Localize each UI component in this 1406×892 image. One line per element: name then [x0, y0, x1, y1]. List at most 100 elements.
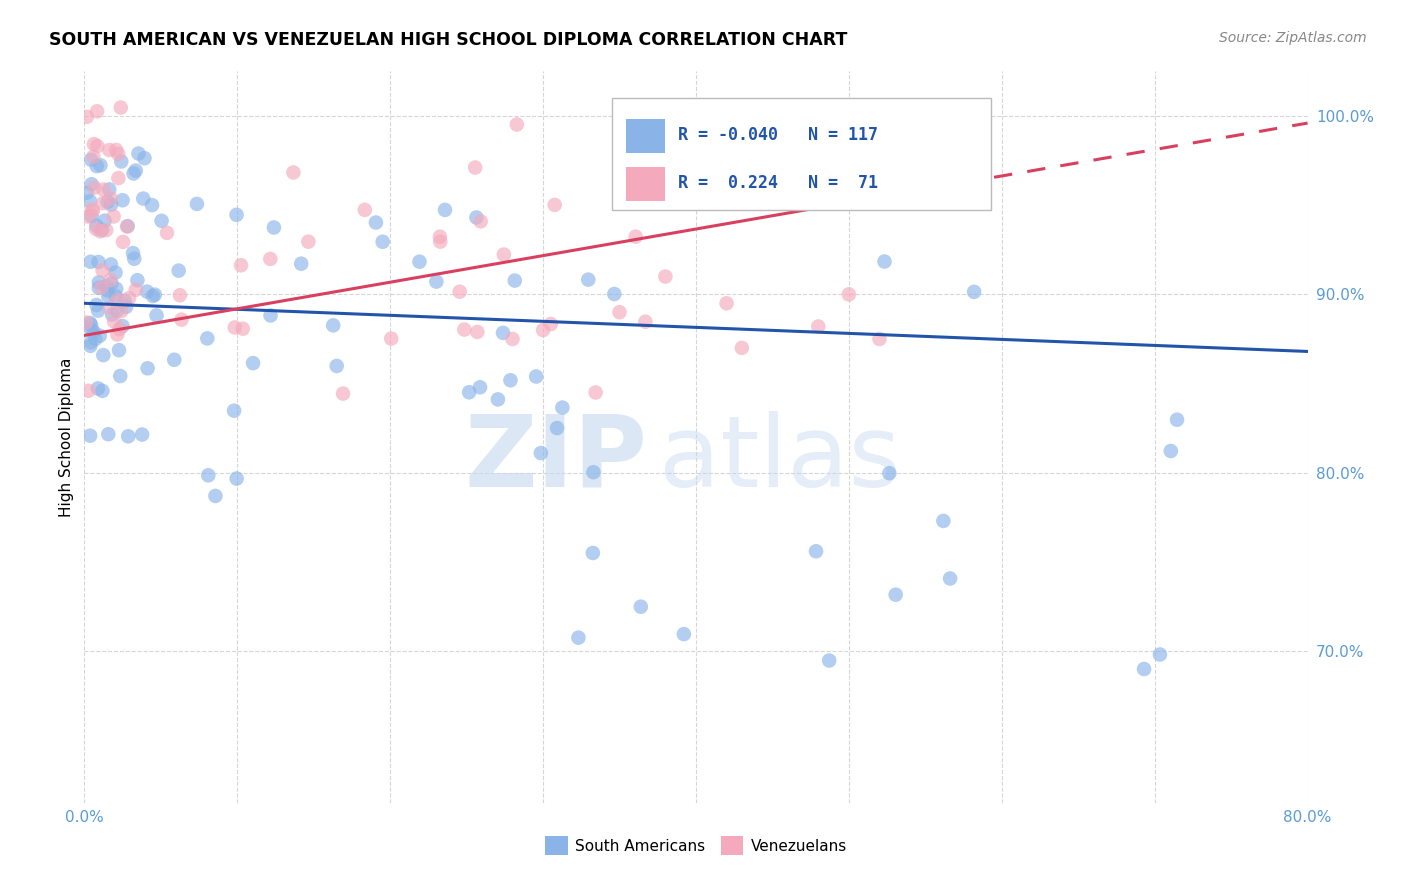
- Point: [84, 222, 107, 236]
- Point: [169, 288, 191, 302]
- Point: [530, 446, 553, 460]
- Point: [117, 219, 139, 233]
- Point: [499, 373, 522, 387]
- Point: [86, 104, 108, 119]
- Point: [100, 273, 122, 287]
- Point: [89, 328, 111, 343]
- Point: [115, 300, 138, 314]
- Point: [100, 277, 122, 291]
- Point: [716, 296, 738, 310]
- Point: [80, 178, 103, 192]
- Point: [127, 146, 149, 161]
- Point: [100, 257, 122, 271]
- Point: [104, 266, 127, 280]
- Point: [87, 276, 110, 290]
- Point: [100, 191, 122, 205]
- Point: [567, 631, 589, 645]
- Point: [108, 322, 131, 336]
- Point: [118, 291, 141, 305]
- Point: [105, 282, 128, 296]
- Point: [125, 283, 148, 297]
- Point: [884, 588, 907, 602]
- Point: [818, 653, 841, 667]
- Point: [91, 348, 114, 362]
- Point: [142, 289, 165, 303]
- Point: [585, 385, 607, 400]
- Point: [453, 322, 475, 336]
- Point: [546, 421, 568, 435]
- Point: [242, 356, 264, 370]
- Point: [97, 427, 120, 442]
- Point: [96, 279, 118, 293]
- Point: [353, 202, 375, 217]
- Point: [195, 331, 218, 345]
- Point: [873, 254, 896, 268]
- Point: [150, 214, 173, 228]
- Point: [107, 171, 129, 186]
- Point: [429, 229, 451, 244]
- Point: [107, 147, 129, 161]
- Point: [807, 319, 830, 334]
- Point: [232, 322, 254, 336]
- Text: atlas: atlas: [659, 410, 901, 508]
- Point: [1133, 662, 1156, 676]
- Point: [125, 163, 148, 178]
- Point: [83, 180, 105, 194]
- Point: [524, 369, 547, 384]
- Point: [731, 341, 754, 355]
- Point: [110, 369, 132, 384]
- Point: [197, 468, 219, 483]
- Point: [97, 194, 120, 209]
- Point: [582, 465, 605, 479]
- Point: [156, 226, 179, 240]
- Point: [86, 159, 108, 173]
- Point: [630, 599, 652, 614]
- Point: [465, 325, 488, 339]
- Text: SOUTH AMERICAN VS VENEZUELAN HIGH SCHOOL DIPLOMA CORRELATION CHART: SOUTH AMERICAN VS VENEZUELAN HIGH SCHOOL…: [49, 31, 848, 49]
- Point: [470, 214, 492, 228]
- Point: [283, 165, 305, 179]
- Point: [76, 210, 98, 224]
- Point: [224, 320, 246, 334]
- Point: [103, 315, 125, 329]
- Point: [332, 386, 354, 401]
- Point: [79, 254, 101, 268]
- Point: [322, 318, 344, 333]
- Point: [492, 247, 515, 261]
- Text: R =  0.224   N =  71: R = 0.224 N = 71: [678, 174, 877, 193]
- Point: [136, 361, 159, 376]
- Point: [869, 332, 891, 346]
- Point: [79, 316, 101, 330]
- Point: [83, 325, 105, 339]
- Point: [259, 309, 281, 323]
- Text: Source: ZipAtlas.com: Source: ZipAtlas.com: [1219, 31, 1367, 45]
- Point: [108, 343, 131, 358]
- Point: [879, 467, 901, 481]
- Point: [89, 158, 111, 172]
- Point: [87, 255, 110, 269]
- Point: [91, 263, 114, 277]
- Point: [97, 284, 120, 298]
- Point: [425, 275, 447, 289]
- Point: [111, 194, 134, 208]
- Point: [98, 143, 121, 157]
- Point: [229, 258, 252, 272]
- Point: [91, 384, 114, 398]
- Point: [544, 198, 567, 212]
- Point: [89, 224, 111, 238]
- Point: [186, 197, 208, 211]
- Point: [75, 315, 97, 329]
- Point: [114, 293, 136, 308]
- Point: [93, 182, 115, 196]
- Point: [131, 427, 153, 442]
- Point: [80, 209, 103, 223]
- Point: [76, 110, 98, 124]
- Point: [105, 143, 128, 157]
- Point: [170, 312, 193, 326]
- Point: [408, 254, 430, 268]
- Point: [86, 298, 108, 312]
- Point: [79, 339, 101, 353]
- Y-axis label: High School Diploma: High School Diploma: [59, 358, 73, 516]
- Point: [97, 289, 120, 303]
- Point: [576, 272, 599, 286]
